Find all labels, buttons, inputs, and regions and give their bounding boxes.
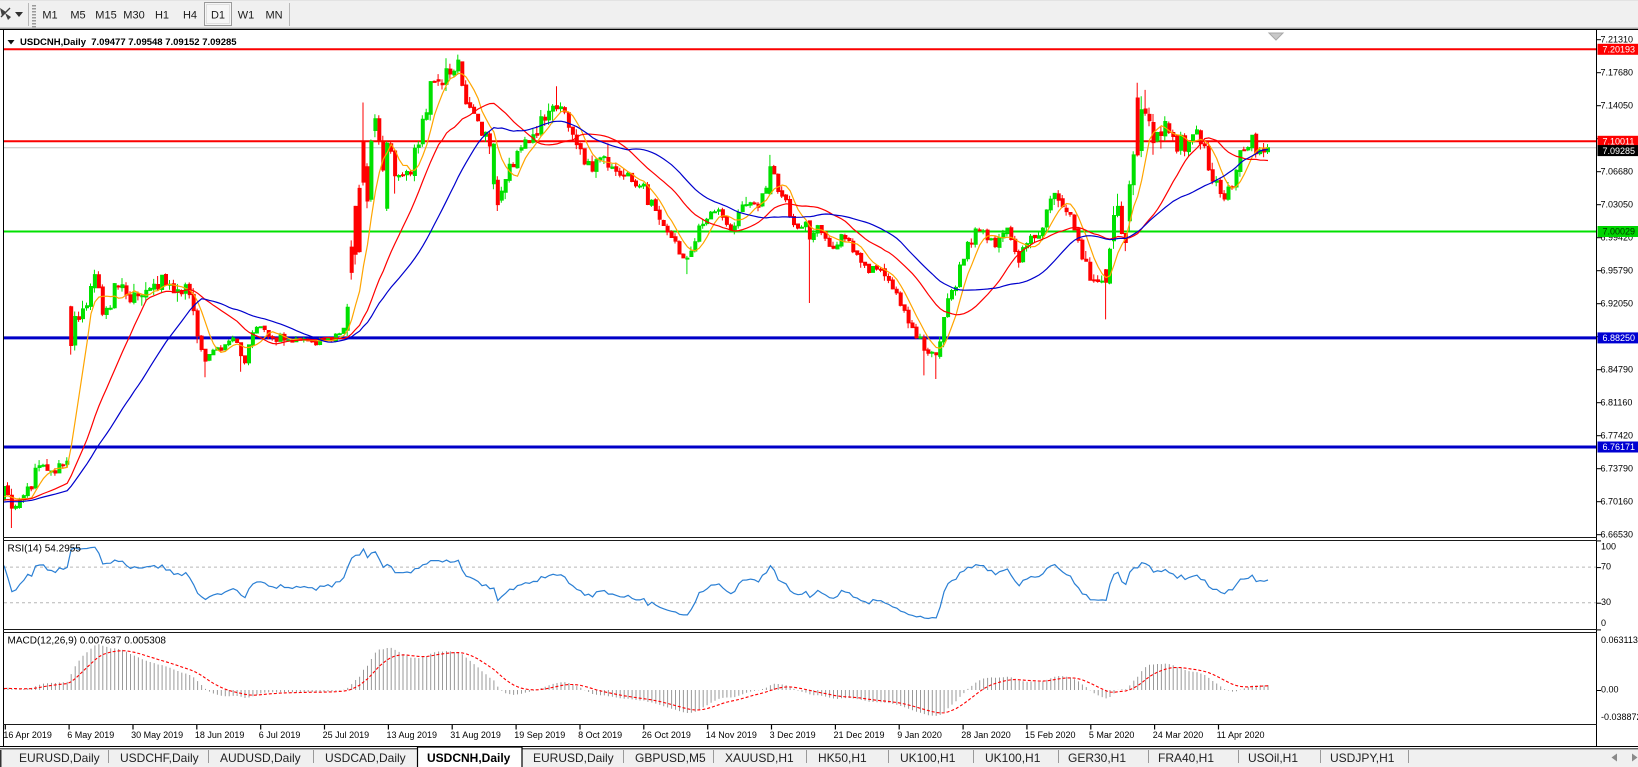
svg-text:AUDUSD,Daily: AUDUSD,Daily [220, 751, 301, 765]
svg-text:EURUSD,Daily: EURUSD,Daily [19, 751, 100, 765]
svg-text:7.06680: 7.06680 [1601, 166, 1634, 176]
svg-text:RSI(14) 54.2955: RSI(14) 54.2955 [8, 544, 82, 555]
svg-text:30 May 2019: 30 May 2019 [131, 730, 183, 740]
svg-text:7.21310: 7.21310 [1601, 34, 1634, 44]
svg-text:7.03050: 7.03050 [1601, 199, 1634, 209]
svg-text:6.73790: 6.73790 [1601, 463, 1634, 473]
svg-text:6.88250: 6.88250 [1603, 333, 1636, 343]
svg-text:16 Apr 2019: 16 Apr 2019 [3, 730, 52, 740]
svg-text:W1: W1 [238, 10, 255, 22]
svg-text:USDCNH,Daily 7.09477 7.09548: USDCNH,Daily 7.09477 7.09548 7.09152 7.0… [20, 37, 237, 48]
svg-text:5 Mar 2020: 5 Mar 2020 [1089, 730, 1135, 740]
svg-text:6.76171: 6.76171 [1603, 442, 1636, 452]
svg-text:7.17680: 7.17680 [1601, 67, 1634, 77]
svg-text:7.20193: 7.20193 [1603, 45, 1636, 55]
svg-text:M1: M1 [42, 10, 57, 22]
svg-text:11 Apr 2020: 11 Apr 2020 [1217, 730, 1265, 740]
svg-text:6.70160: 6.70160 [1601, 496, 1634, 506]
svg-text:GER30,H1: GER30,H1 [1068, 751, 1126, 765]
svg-text:26 Oct 2019: 26 Oct 2019 [642, 730, 691, 740]
svg-text:7.10011: 7.10011 [1603, 137, 1635, 147]
svg-text:0.00: 0.00 [1601, 685, 1619, 695]
svg-text:USOil,H1: USOil,H1 [1248, 751, 1298, 765]
svg-text:6.95790: 6.95790 [1601, 265, 1634, 275]
svg-text:USDJPY,H1: USDJPY,H1 [1330, 751, 1395, 765]
svg-text:MACD(12,26,9) 0.007637 0.00530: MACD(12,26,9) 0.007637 0.005308 [8, 636, 167, 647]
svg-text:H4: H4 [183, 10, 197, 22]
svg-text:24 Mar 2020: 24 Mar 2020 [1153, 730, 1204, 740]
svg-text:8 Oct 2019: 8 Oct 2019 [578, 730, 622, 740]
svg-text:6.84790: 6.84790 [1601, 364, 1634, 374]
svg-text:25 Jul 2019: 25 Jul 2019 [323, 730, 370, 740]
svg-text:100: 100 [1601, 542, 1616, 552]
svg-text:28 Jan 2020: 28 Jan 2020 [961, 730, 1011, 740]
svg-text:XAUUSD,H1: XAUUSD,H1 [725, 751, 794, 765]
svg-text:-0.038872: -0.038872 [1601, 712, 1638, 722]
svg-text:15 Feb 2020: 15 Feb 2020 [1025, 730, 1076, 740]
svg-text:9 Jan 2020: 9 Jan 2020 [897, 730, 942, 740]
svg-text:H1: H1 [155, 10, 169, 22]
svg-text:6 May 2019: 6 May 2019 [67, 730, 114, 740]
svg-text:18 Jun 2019: 18 Jun 2019 [195, 730, 245, 740]
svg-text:0: 0 [1601, 618, 1606, 628]
svg-text:13 Aug 2019: 13 Aug 2019 [387, 730, 438, 740]
svg-text:FRA40,H1: FRA40,H1 [1158, 751, 1214, 765]
svg-text:MN: MN [265, 10, 282, 22]
svg-text:7.14050: 7.14050 [1601, 100, 1634, 110]
svg-text:6.66530: 6.66530 [1601, 529, 1634, 539]
svg-text:6 Jul 2019: 6 Jul 2019 [259, 730, 301, 740]
svg-text:D1: D1 [211, 10, 225, 22]
svg-text:6.81160: 6.81160 [1601, 397, 1633, 407]
svg-text:6.92050: 6.92050 [1601, 298, 1634, 308]
svg-text:M15: M15 [95, 10, 116, 22]
svg-text:M5: M5 [70, 10, 85, 22]
svg-text:UK100,H1: UK100,H1 [900, 751, 956, 765]
svg-text:14 Nov 2019: 14 Nov 2019 [706, 730, 757, 740]
svg-text:GBPUSD,M5: GBPUSD,M5 [635, 751, 706, 765]
svg-text:6.77420: 6.77420 [1601, 430, 1634, 440]
svg-text:7.00029: 7.00029 [1603, 227, 1636, 237]
svg-text:EURUSD,Daily: EURUSD,Daily [533, 751, 614, 765]
svg-text:0.063113: 0.063113 [1601, 635, 1638, 645]
svg-text:30: 30 [1601, 597, 1611, 607]
svg-text:3 Dec 2019: 3 Dec 2019 [770, 730, 816, 740]
svg-text:M30: M30 [123, 10, 144, 22]
svg-text:70: 70 [1601, 562, 1611, 572]
svg-text:6.99420: 6.99420 [1601, 232, 1634, 242]
svg-text:UK100,H1: UK100,H1 [985, 751, 1041, 765]
svg-text:USDCHF,Daily: USDCHF,Daily [120, 751, 199, 765]
svg-text:31 Aug 2019: 31 Aug 2019 [450, 730, 501, 740]
svg-text:7.09285: 7.09285 [1603, 146, 1636, 156]
svg-text:21 Dec 2019: 21 Dec 2019 [834, 730, 885, 740]
svg-text:USDCAD,Daily: USDCAD,Daily [325, 751, 406, 765]
svg-text:HK50,H1: HK50,H1 [818, 751, 867, 765]
svg-text:19 Sep 2019: 19 Sep 2019 [514, 730, 565, 740]
svg-text:USDCNH,Daily: USDCNH,Daily [427, 751, 511, 765]
